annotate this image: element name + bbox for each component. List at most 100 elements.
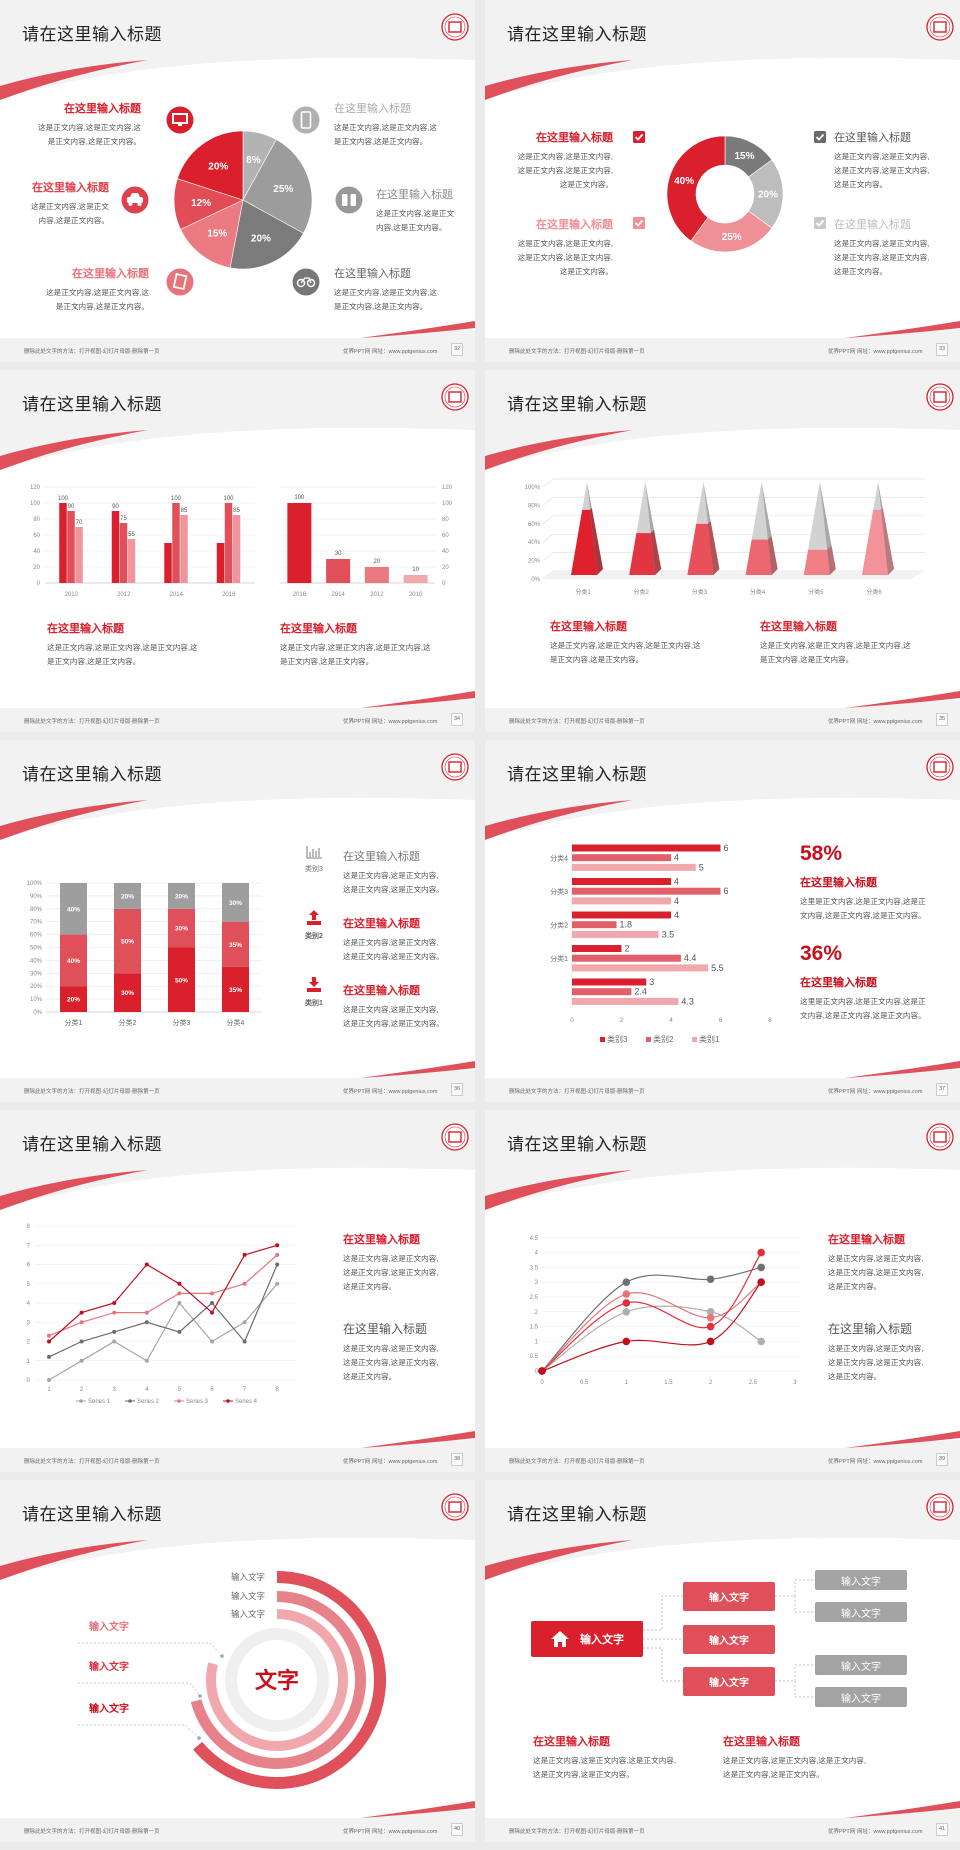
y-tick-label: 2 xyxy=(535,1310,539,1316)
block-title: 在这里输入标题 xyxy=(800,877,877,889)
pyramid-value-front xyxy=(687,523,714,575)
category-label: 类别1 xyxy=(305,998,323,1007)
text-block: 在这里输入标题 这是正文内容,这是正文内容,这是正文内容,这 是正文内容,这是正文… xyxy=(760,618,911,667)
page-number: 35 xyxy=(936,713,948,726)
y-tick-label: 20% xyxy=(30,984,43,990)
logo-emblem xyxy=(933,391,947,403)
x-tick-label: 2 xyxy=(620,1018,624,1024)
bar xyxy=(127,539,136,583)
university-logo xyxy=(926,383,954,411)
text-block: 在这里输入标题 这是正文内容,这是正文内容, 这是正文内容,这是正文内容。 xyxy=(343,915,444,964)
data-label: 6 xyxy=(724,843,729,853)
pie-slice xyxy=(229,199,304,270)
bottom-swoosh xyxy=(845,691,960,708)
leader-dot xyxy=(197,1736,201,1740)
legend-label: 类别3 xyxy=(607,1034,628,1044)
series-line xyxy=(48,1244,278,1342)
text-block: 在这里输入标题 这里是正文内容,这是正文内容,这是正 文内容,这是正文内容,这是正… xyxy=(800,974,926,1023)
checkbox-box xyxy=(633,131,645,143)
y-tick-label: 40 xyxy=(33,549,40,555)
data-label: 20 xyxy=(374,559,381,565)
footer-note: 删除此处文字的方法：打开视图-幻灯片母版-删除第一页 xyxy=(24,719,160,725)
x-tick-label: 分类2 xyxy=(634,588,650,596)
y-tick-label: 1.5 xyxy=(530,1325,539,1331)
checkbox-box xyxy=(814,217,826,229)
y-tick-label: 3 xyxy=(27,1320,31,1326)
page-number: 39 xyxy=(936,1453,948,1466)
stat-value: 58% xyxy=(800,842,843,865)
series-line xyxy=(48,1254,278,1337)
y-tick-label: 3 xyxy=(535,1280,539,1286)
bar xyxy=(572,930,659,938)
text-block: 在这里输入标题 这是正文内容,这是正文内容,这 是正文内容,这是正文内容。 xyxy=(38,100,141,149)
block-body: 这是正文内容,这是正文 内容,这是正文内容。 xyxy=(30,202,109,225)
book-shape xyxy=(172,273,188,290)
legend-label: Series 4 xyxy=(235,1399,258,1405)
data-point xyxy=(177,1281,182,1286)
page-number: 32 xyxy=(451,343,463,356)
data-point xyxy=(706,1313,715,1322)
x-tick-label: 4 xyxy=(145,1387,149,1393)
branch-node: 输入文字 xyxy=(683,1667,775,1696)
y-tick-label: 4 xyxy=(535,1251,539,1257)
data-point xyxy=(47,1378,51,1382)
x-tick-label: 2012 xyxy=(370,592,384,598)
bar xyxy=(75,527,83,583)
y-tick-label: 80% xyxy=(30,907,43,913)
x-tick-label: 0 xyxy=(570,1018,574,1024)
bike-wheel xyxy=(296,278,306,288)
block-title: 在这里输入标题 xyxy=(334,268,411,280)
pyramid-value-side xyxy=(707,521,720,575)
bottom-swoosh xyxy=(360,1061,475,1078)
branch-connector xyxy=(775,1579,815,1698)
university-logo xyxy=(441,753,469,781)
bar xyxy=(572,878,671,885)
pyramid-shade xyxy=(881,508,894,575)
page-number: 41 xyxy=(936,1823,948,1836)
car-icon xyxy=(121,186,149,214)
data-label: 100 xyxy=(171,496,182,502)
segment-label: 40% xyxy=(67,958,80,965)
logo-inner-ring xyxy=(929,1496,951,1518)
data-point xyxy=(622,1299,631,1307)
y-tick-label: 120 xyxy=(30,485,41,491)
data-label: 90 xyxy=(68,504,75,510)
data-point xyxy=(144,1262,149,1267)
text-block: 在这里输入标题 这是正文内容,这是正文内容,这是正文内容,这 是正文内容,这是正文… xyxy=(550,618,701,667)
leader-dot xyxy=(198,1694,202,1698)
up-arrow xyxy=(309,910,319,920)
data-point xyxy=(210,1291,214,1296)
y-tick-label: 0.5 xyxy=(530,1354,539,1360)
data-point xyxy=(210,1310,214,1315)
gridline xyxy=(542,552,925,561)
top-swoosh xyxy=(0,1170,148,1210)
footer-website: 网址：www.pptgenius.com xyxy=(372,1089,438,1095)
block-body: 这里是正文内容,这是正文内容,这是正 文内容,这是正文内容,这是正文内容。 xyxy=(800,897,926,920)
slide-title: 请在这里输入标题 xyxy=(22,395,162,414)
x-tick-label: 分类6 xyxy=(866,588,882,596)
y-tick-label: 60% xyxy=(528,522,541,528)
block-title: 在这里输入标题 xyxy=(343,985,420,997)
footer-note: 删除此处文字的方法：打开视图-幻灯片母版-删除第一页 xyxy=(24,1089,160,1095)
segment-label: 50% xyxy=(175,977,188,984)
inner-ring xyxy=(225,1628,329,1732)
legend-swatch xyxy=(600,1037,605,1042)
y-tick-label: 90% xyxy=(30,894,43,900)
x-tick-label: 2014 xyxy=(331,592,345,598)
block-title: 在这里输入标题 xyxy=(760,621,837,633)
category-label: 类别2 xyxy=(305,931,323,940)
slide-41-tree: 请在这里输入标题 删除此处文字的方法：打开视图-幻灯片母版-删除第一页 优界PPT网… xyxy=(485,1480,960,1842)
series-curve xyxy=(541,1281,762,1372)
block-title: 在这里输入标题 xyxy=(343,851,420,863)
block-title: 在这里输入标题 xyxy=(723,1736,800,1748)
footer-note: 删除此处文字的方法：打开视图-幻灯片母版-删除第一页 xyxy=(509,719,645,725)
data-label: 75 xyxy=(120,516,127,522)
block-title: 在这里输入标题 xyxy=(536,132,613,144)
checkbox-box xyxy=(814,131,826,143)
leaf-node: 输入文字 xyxy=(815,1687,907,1707)
tray xyxy=(307,988,321,992)
block-body: 这是正文内容,这是正文 内容,这是正文内容。 xyxy=(376,209,455,232)
root-node: 输入文字 xyxy=(531,1621,643,1657)
legend-marker xyxy=(128,1399,132,1403)
block-title: 在这里输入标题 xyxy=(343,1234,420,1246)
